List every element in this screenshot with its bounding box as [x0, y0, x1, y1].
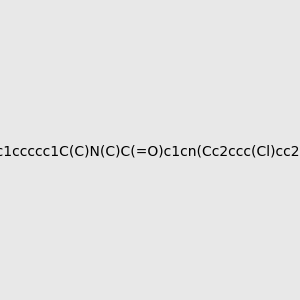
- Text: COc1ccccc1C(C)N(C)C(=O)c1cn(Cc2ccc(Cl)cc2)nn1: COc1ccccc1C(C)N(C)C(=O)c1cn(Cc2ccc(Cl)cc…: [0, 145, 300, 158]
